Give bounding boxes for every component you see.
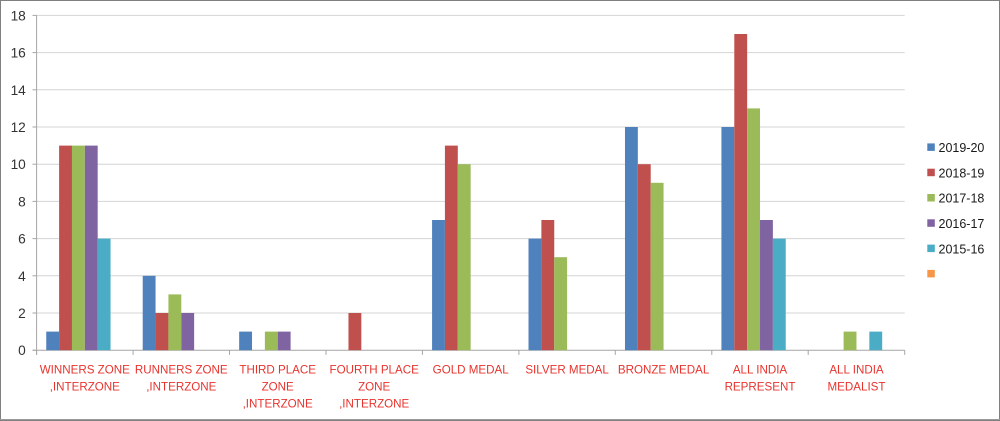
- svg-text:6: 6: [18, 232, 26, 247]
- svg-text:2015-16: 2015-16: [939, 242, 985, 256]
- svg-text:2019-20: 2019-20: [939, 141, 985, 155]
- svg-text:2017-18: 2017-18: [939, 192, 985, 206]
- svg-text:0: 0: [18, 343, 26, 358]
- svg-text:MEDALIST: MEDALIST: [828, 381, 886, 394]
- svg-text:,INTERZONE: ,INTERZONE: [243, 398, 313, 411]
- svg-text:8: 8: [18, 194, 26, 209]
- svg-text:WINNERS ZONE: WINNERS ZONE: [40, 364, 130, 377]
- svg-text:14: 14: [11, 83, 27, 98]
- svg-text:16: 16: [11, 46, 27, 61]
- svg-text:10: 10: [11, 157, 27, 172]
- svg-text:ALL INDIA: ALL INDIA: [829, 364, 884, 377]
- svg-text:2: 2: [18, 306, 26, 321]
- svg-text:THIRD PLACE: THIRD PLACE: [239, 364, 316, 377]
- svg-text:REPRESENT: REPRESENT: [725, 381, 796, 394]
- svg-text:ZONE: ZONE: [358, 381, 390, 394]
- svg-text:2016-17: 2016-17: [939, 217, 985, 231]
- svg-text:2018-19: 2018-19: [939, 166, 985, 180]
- svg-text:4: 4: [18, 269, 26, 284]
- svg-text:ALL INDIA: ALL INDIA: [733, 364, 788, 377]
- svg-text:,INTERZONE: ,INTERZONE: [339, 398, 409, 411]
- svg-text:,INTERZONE: ,INTERZONE: [146, 381, 216, 394]
- svg-text:RUNNERS ZONE: RUNNERS ZONE: [135, 364, 228, 377]
- svg-text:12: 12: [11, 120, 26, 135]
- svg-text:,INTERZONE: ,INTERZONE: [50, 381, 120, 394]
- svg-text:BRONZE MEDAL: BRONZE MEDAL: [618, 364, 710, 377]
- svg-text:SILVER MEDAL: SILVER MEDAL: [525, 364, 609, 377]
- svg-text:GOLD MEDAL: GOLD MEDAL: [433, 364, 510, 377]
- svg-text:ZONE: ZONE: [262, 381, 294, 394]
- svg-text:18: 18: [11, 8, 27, 23]
- svg-text:FOURTH PLACE: FOURTH PLACE: [330, 364, 420, 377]
